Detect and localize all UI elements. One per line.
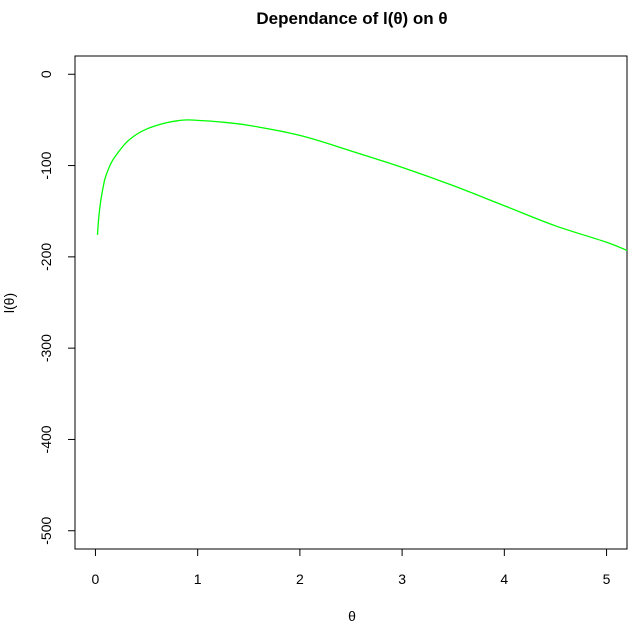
x-axis-label: θ bbox=[348, 608, 356, 624]
y-axis-label: l(θ) bbox=[1, 293, 17, 313]
y-tick-label: -200 bbox=[38, 243, 54, 271]
x-tick-label: 1 bbox=[194, 571, 202, 587]
y-tick-label: 0 bbox=[38, 70, 54, 78]
series-line bbox=[96, 119, 628, 252]
x-tick-label: 0 bbox=[92, 571, 100, 587]
x-tick-label: 5 bbox=[603, 571, 611, 587]
series-layer bbox=[96, 119, 628, 252]
x-tick-label: 3 bbox=[398, 571, 406, 587]
y-axis: 0 -100 -200 -300 -400 -500 bbox=[38, 70, 76, 545]
x-tick-label: 2 bbox=[296, 571, 304, 587]
y-tick-label: -300 bbox=[38, 334, 54, 362]
y-tick-label: -400 bbox=[38, 425, 54, 453]
y-tick-label: -100 bbox=[38, 151, 54, 179]
x-axis: 0 1 2 3 4 5 bbox=[92, 548, 611, 587]
x-tick-label: 4 bbox=[500, 571, 508, 587]
plot-frame bbox=[74, 55, 628, 550]
chart-title: Dependance of l(θ) on θ bbox=[256, 9, 447, 28]
y-tick-label: -500 bbox=[38, 517, 54, 545]
